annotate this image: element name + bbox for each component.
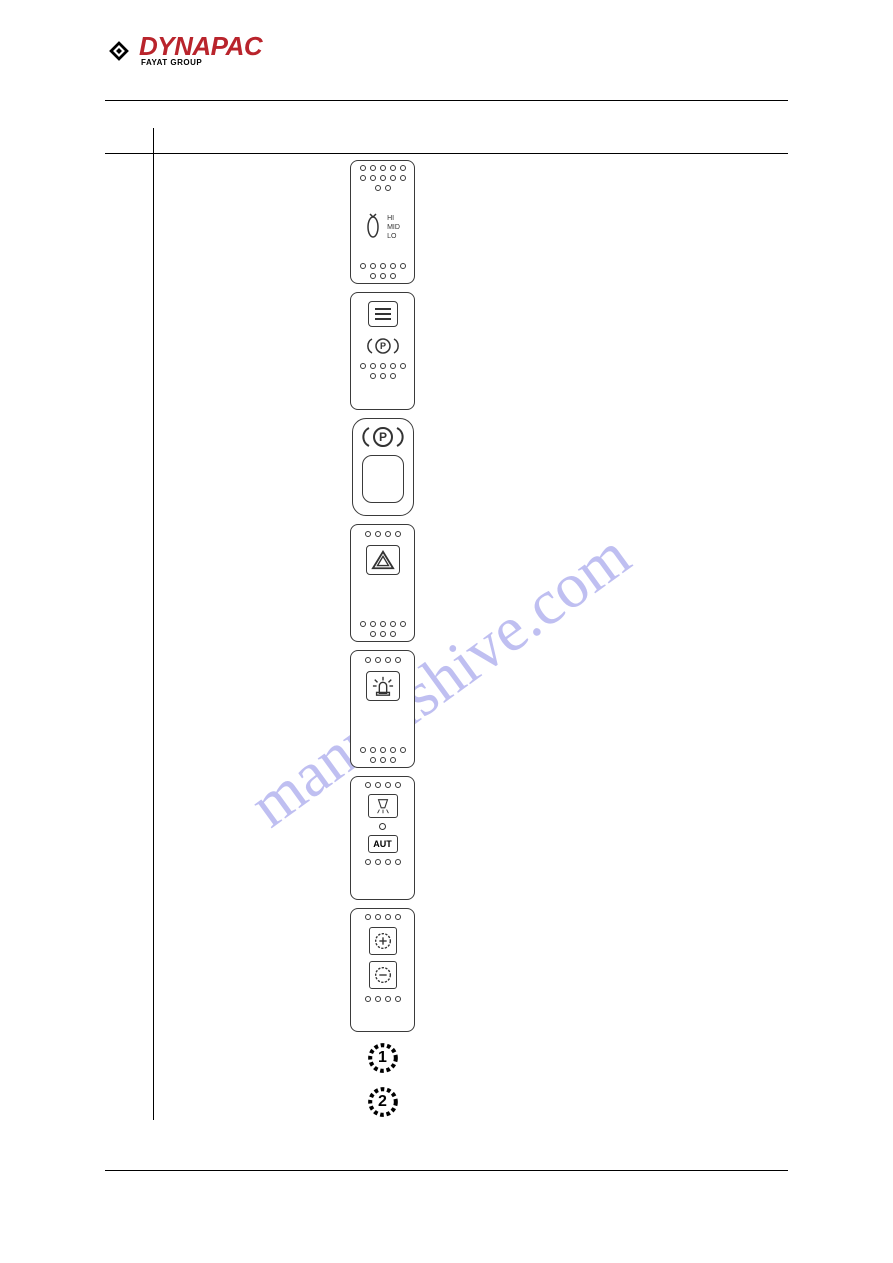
content-rule-left xyxy=(105,153,153,154)
gear-plus-icon xyxy=(369,927,397,955)
grip-dots xyxy=(351,909,414,924)
parking-p-brackets-icon: P xyxy=(362,425,404,449)
gear-2-label: 2 xyxy=(378,1093,387,1111)
grip-dots xyxy=(351,651,414,667)
brand-name: DYNAPAC xyxy=(139,35,262,58)
button-parking-brake[interactable]: P xyxy=(352,418,414,516)
amp-label-hi: HI xyxy=(387,214,400,223)
svg-text:P: P xyxy=(378,430,386,444)
sprinkler-icon xyxy=(368,794,398,818)
brand-logo: DYNAPAC FAYAT GROUP xyxy=(105,35,262,67)
button-pad xyxy=(362,455,404,503)
grip-dots xyxy=(351,855,414,869)
switch-amplitude[interactable]: HI MID LO xyxy=(350,160,415,284)
watermark: manualshive.com xyxy=(236,518,643,842)
center-dot-icon xyxy=(379,823,386,830)
content-rule-right xyxy=(153,153,788,154)
gear-1-label: 1 xyxy=(378,1049,387,1067)
horizontal-lines-icon xyxy=(368,301,398,327)
content-vline xyxy=(153,128,154,1120)
switch-beacon[interactable] xyxy=(350,650,415,768)
brand-text-block: DYNAPAC FAYAT GROUP xyxy=(139,35,262,67)
grip-dots xyxy=(351,259,414,283)
gear-indicator-2: 2 xyxy=(365,1084,401,1120)
beacon-light-icon xyxy=(366,671,400,701)
switch-parking-brake[interactable]: P xyxy=(350,292,415,410)
header-rule xyxy=(105,100,788,101)
switch-gear-select[interactable] xyxy=(350,908,415,1032)
svg-text:P: P xyxy=(379,341,385,351)
hazard-triangle-icon xyxy=(366,545,400,575)
parking-p-brackets-icon: P xyxy=(367,337,399,355)
gear-minus-icon xyxy=(369,961,397,989)
brand-mark-icon xyxy=(105,37,133,65)
switch-column: HI MID LO xyxy=(345,160,420,1120)
grip-dots xyxy=(351,992,414,1006)
grip-dots xyxy=(351,743,414,767)
page: DYNAPAC FAYAT GROUP manualshive.com xyxy=(0,0,893,1263)
grip-dots xyxy=(351,161,414,195)
footer-rule xyxy=(105,1170,788,1171)
switch-hazard[interactable] xyxy=(350,524,415,642)
aut-label: AUT xyxy=(368,835,398,853)
grip-dots xyxy=(351,617,414,641)
amp-label-mid: MID xyxy=(387,223,400,232)
grip-dots xyxy=(351,777,414,792)
gear-indicator-1: 1 xyxy=(365,1040,401,1076)
switch-watering-auto[interactable]: AUT xyxy=(350,776,415,900)
amp-label-lo: LO xyxy=(387,232,400,241)
grip-dots xyxy=(351,359,414,383)
amplitude-icon xyxy=(365,213,381,241)
grip-dots xyxy=(351,525,414,541)
